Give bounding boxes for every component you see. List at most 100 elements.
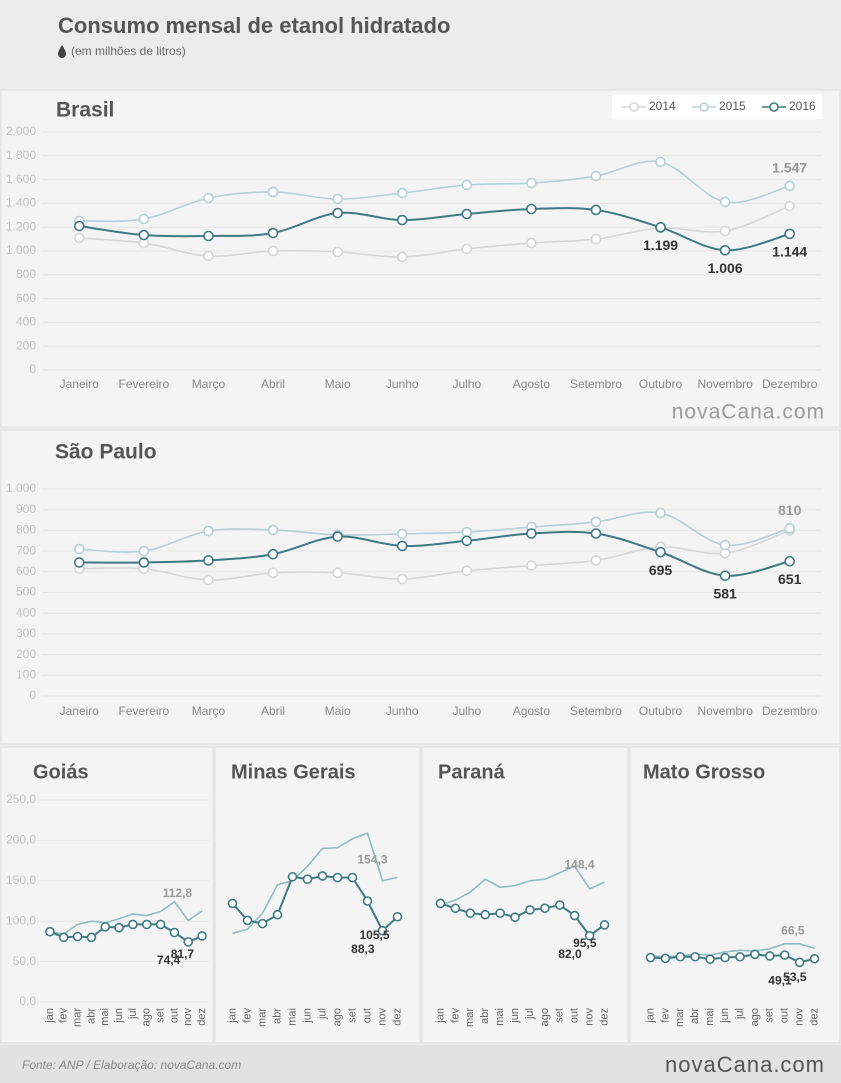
value-label: 810 [778, 502, 802, 518]
source: Fonte: ANP / Elaboração: novaCana.com [22, 1058, 241, 1072]
x-tick-label: out [779, 1008, 791, 1023]
point [590, 204, 602, 216]
y-tick-label: 500 [16, 585, 36, 599]
x-tick-label: out [361, 1008, 373, 1023]
point [690, 951, 701, 962]
point [655, 222, 666, 233]
point [396, 540, 408, 552]
x-tick-label: mai [494, 1008, 506, 1026]
x-tick-label: jun [113, 1008, 125, 1024]
x-tick-label: jun [509, 1008, 521, 1024]
value-label: 1.199 [643, 237, 678, 253]
series-line [79, 511, 790, 553]
x-tick-label: Outubro [639, 377, 683, 391]
chart-title: Paraná [438, 761, 506, 783]
y-tick-label: 1.800 [6, 148, 36, 162]
point [461, 179, 473, 191]
point [73, 557, 85, 568]
panel [0, 746, 214, 1044]
y-tick-label: 200 [16, 338, 36, 352]
panel [0, 429, 841, 745]
series-line [49, 900, 203, 935]
y-tick-label: 1.200 [6, 219, 36, 233]
legend-label: 2014 [649, 99, 676, 113]
x-tick-label: mai [286, 1008, 298, 1026]
value-label: 695 [649, 562, 673, 578]
point [720, 952, 730, 963]
point [73, 543, 85, 555]
point [267, 548, 279, 560]
value-label: 88,3 [351, 942, 375, 956]
panel [421, 746, 629, 1044]
point [203, 230, 214, 242]
point [590, 555, 602, 566]
point [197, 931, 207, 941]
x-tick-label: Janeiro [60, 377, 100, 391]
point [461, 535, 473, 547]
point [267, 245, 279, 257]
point [86, 932, 97, 943]
x-tick-label: mai [99, 1008, 111, 1026]
point [526, 237, 537, 249]
chart-title: Mato Grosso [643, 761, 765, 783]
drop-icon [58, 45, 66, 58]
x-tick-label: Novembro [697, 704, 753, 718]
point [317, 871, 328, 881]
point [784, 200, 796, 212]
point [719, 539, 731, 551]
point [267, 567, 279, 579]
x-tick-label: jun [301, 1008, 313, 1024]
point [784, 228, 796, 240]
x-tick-label: Janeiro [60, 704, 100, 718]
y-tick-label: 200 [16, 647, 36, 661]
legend-marker [769, 102, 779, 112]
y-tick-label: 400 [16, 315, 36, 329]
point [257, 918, 268, 929]
x-tick-label: Junho [386, 377, 419, 391]
point [302, 874, 313, 884]
point [655, 156, 666, 168]
point [480, 909, 491, 920]
x-tick-label: fev [58, 1008, 70, 1023]
legend-box [612, 95, 822, 119]
value-label: 74,4 [157, 953, 181, 967]
y-tick-label: 300 [16, 626, 36, 640]
panel [629, 746, 841, 1044]
series-line [79, 207, 790, 252]
x-tick-label: mar [674, 1008, 686, 1027]
x-tick-label: nov [584, 1008, 596, 1026]
x-tick-label: Junho [386, 704, 419, 718]
y-tick-label: 700 [16, 543, 36, 557]
chart-title: Goiás [33, 761, 89, 783]
point [461, 208, 473, 220]
point [332, 207, 343, 219]
point [155, 919, 166, 930]
value-label: 1.144 [772, 244, 807, 260]
point [114, 922, 124, 933]
x-tick-label: Maio [325, 377, 351, 391]
point [396, 528, 408, 540]
subtitle: (em milhões de litros) [71, 44, 186, 58]
y-tick-label: 200,0 [6, 833, 36, 847]
y-tick-label: 0 [29, 688, 36, 702]
x-tick-label: set [346, 1008, 358, 1023]
x-tick-label: ago [539, 1008, 551, 1026]
x-tick-label: ago [749, 1008, 761, 1026]
footer-band [0, 1045, 841, 1083]
x-tick-label: Fevereiro [119, 704, 170, 718]
x-tick-label: nov [794, 1008, 806, 1026]
point [73, 220, 85, 232]
x-tick-label: Setembro [570, 704, 622, 718]
legend-marker [699, 102, 709, 112]
point [332, 246, 343, 258]
point [435, 898, 446, 909]
point [141, 919, 152, 930]
point [590, 516, 602, 528]
point [705, 954, 715, 964]
point [203, 525, 214, 537]
x-tick-label: out [569, 1008, 581, 1023]
brand: novaCana.com [665, 1052, 825, 1077]
x-tick-label: abr [271, 1008, 283, 1024]
x-tick-label: jul [127, 1008, 139, 1020]
point [510, 912, 520, 922]
